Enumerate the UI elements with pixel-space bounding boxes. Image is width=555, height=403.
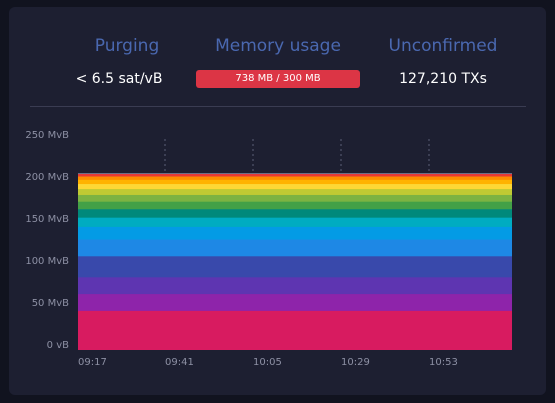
x-tick-label: 10:29 bbox=[341, 357, 370, 368]
x-tick-label: 09:41 bbox=[165, 357, 194, 368]
x-tick-label: 10:05 bbox=[253, 357, 282, 368]
area-band-10 bbox=[78, 194, 512, 202]
area-band-15 bbox=[78, 173, 512, 177]
unconfirmed-label: Unconfirmed bbox=[388, 36, 498, 56]
area-band-8 bbox=[78, 208, 512, 218]
area-band-base bbox=[78, 344, 512, 350]
area-band-11 bbox=[78, 188, 512, 195]
area-band-6 bbox=[78, 226, 512, 240]
x-tick-label: 09:17 bbox=[78, 357, 107, 368]
memory-usage-label: Memory usage bbox=[215, 36, 341, 56]
y-tick-label: 50 MvB bbox=[32, 298, 69, 309]
unconfirmed-value: 127,210 TXs bbox=[399, 71, 487, 87]
y-tick-label: 0 vB bbox=[47, 340, 69, 351]
y-tick-label: 150 MvB bbox=[25, 214, 69, 225]
y-tick-label: 250 MvB bbox=[25, 130, 69, 141]
area-band-2 bbox=[78, 293, 512, 311]
area-band-13 bbox=[78, 179, 512, 185]
memory-usage-bar: 738 MB / 300 MB bbox=[196, 70, 360, 88]
area-band-1 bbox=[78, 310, 512, 345]
area-band-3 bbox=[78, 276, 512, 295]
area-band-5 bbox=[78, 239, 512, 257]
purging-value: < 6.5 sat/vB bbox=[75, 71, 163, 87]
divider bbox=[30, 106, 526, 107]
purging-label: Purging bbox=[94, 36, 160, 56]
area-band-12 bbox=[78, 183, 512, 190]
area-band-7 bbox=[78, 217, 512, 227]
y-tick-label: 200 MvB bbox=[25, 172, 69, 183]
area-band-14 bbox=[78, 176, 512, 180]
x-tick-label: 10:53 bbox=[429, 357, 458, 368]
y-tick-label: 100 MvB bbox=[25, 256, 69, 267]
area-band-4 bbox=[78, 255, 512, 278]
area-band-9 bbox=[78, 201, 512, 210]
